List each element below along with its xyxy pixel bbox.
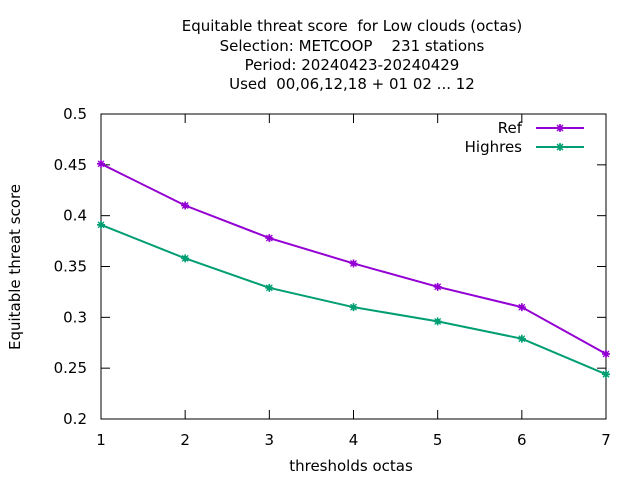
data-point bbox=[265, 283, 274, 292]
y-axis-label: Equitable threat score bbox=[6, 184, 24, 350]
series-line-highres bbox=[100, 223, 607, 376]
x-tick-label: 7 bbox=[601, 431, 611, 449]
legend-marker bbox=[556, 124, 564, 132]
x-tick-label: 6 bbox=[517, 431, 527, 449]
x-tick-label: 3 bbox=[265, 431, 275, 449]
legend-label: Ref bbox=[498, 119, 523, 137]
y-tick-label: 0.2 bbox=[63, 410, 87, 428]
x-tick-label: 2 bbox=[180, 431, 190, 449]
y-tick-label: 0.45 bbox=[54, 156, 87, 174]
legend-marker bbox=[556, 143, 564, 151]
title-line-4: Used 00,06,12,18 + 01 02 ... 12 bbox=[229, 75, 475, 93]
data-point bbox=[349, 303, 358, 312]
data-point bbox=[433, 282, 442, 291]
data-point bbox=[181, 254, 190, 263]
data-point bbox=[349, 259, 358, 268]
title-line-3: Period: 20240423-20240429 bbox=[244, 56, 460, 74]
title-line-1: Equitable threat score for Low clouds (o… bbox=[181, 17, 523, 35]
data-point bbox=[181, 201, 190, 210]
y-tick-label: 0.35 bbox=[54, 258, 87, 276]
title-line-2: Selection: METCOOP 231 stations bbox=[219, 37, 485, 55]
legend-label: Highres bbox=[465, 138, 523, 156]
data-point bbox=[517, 303, 526, 312]
x-tick-label: 1 bbox=[96, 431, 106, 449]
y-tick-label: 0.3 bbox=[63, 308, 87, 326]
x-axis-label: thresholds octas bbox=[289, 457, 413, 475]
data-point bbox=[265, 234, 274, 243]
x-tick-label: 5 bbox=[433, 431, 443, 449]
x-tick-label: 4 bbox=[349, 431, 359, 449]
series-line-ref bbox=[100, 162, 607, 355]
data-point bbox=[97, 220, 105, 229]
data-point bbox=[602, 349, 610, 358]
y-tick-label: 0.25 bbox=[54, 359, 87, 377]
y-tick-label: 0.5 bbox=[63, 105, 87, 123]
y-tick-label: 0.4 bbox=[63, 207, 87, 225]
data-point bbox=[433, 317, 442, 326]
data-point bbox=[517, 334, 526, 343]
data-point bbox=[97, 159, 105, 168]
data-point bbox=[602, 370, 610, 379]
